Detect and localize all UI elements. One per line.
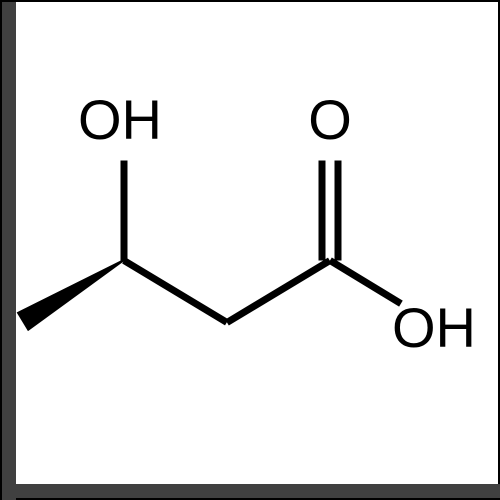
bond-line [335,160,342,260]
atom-label-O_hydroxyl: OH [78,92,162,148]
bottom-margin-band [2,484,500,498]
atom-label-O_dbl: O [308,92,352,148]
atom-label-O_acidOH: OH [392,300,476,356]
wedge-bond [22,260,124,322]
bond-line [225,257,332,325]
left-margin-band [2,2,16,500]
bond-line [122,257,229,325]
chemical-structure-diagram: OH O OH [0,0,500,500]
bond-line [319,160,326,260]
bond-line [121,160,128,260]
